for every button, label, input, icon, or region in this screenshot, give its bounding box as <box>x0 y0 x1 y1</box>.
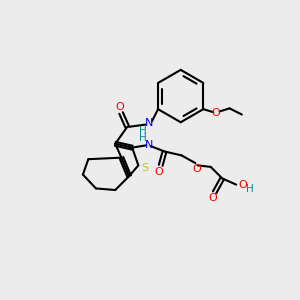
Text: O: O <box>211 108 220 118</box>
Text: O: O <box>115 102 124 112</box>
Text: H: H <box>139 133 147 142</box>
Text: S: S <box>141 164 148 173</box>
Text: O: O <box>209 194 218 203</box>
Text: O: O <box>193 164 201 174</box>
Text: O: O <box>155 167 164 176</box>
Text: O: O <box>238 180 247 190</box>
Text: N: N <box>145 118 153 128</box>
Text: H: H <box>246 184 254 194</box>
Text: N: N <box>145 140 153 150</box>
Text: H: H <box>139 126 146 136</box>
